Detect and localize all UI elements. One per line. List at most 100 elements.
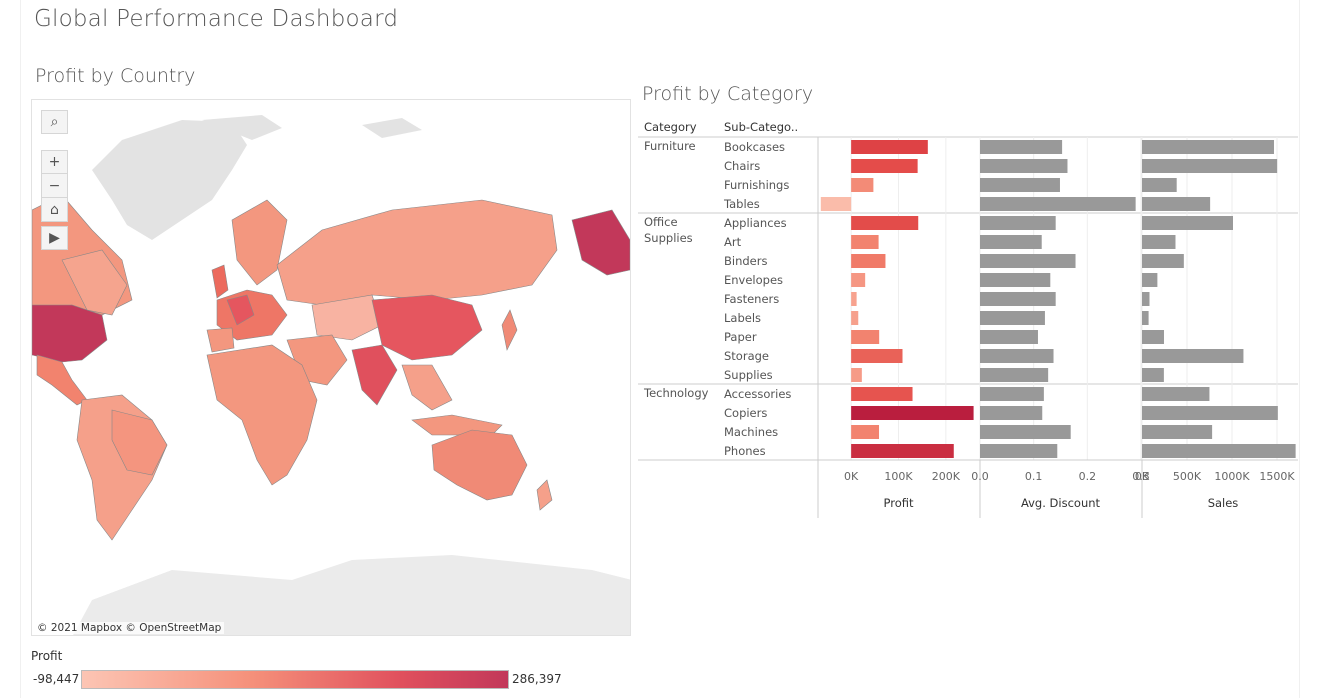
subcategory-label: Tables bbox=[723, 197, 760, 211]
bar-sales-art bbox=[1142, 235, 1176, 249]
axis-tick-label: 500K bbox=[1173, 470, 1202, 483]
central-asia bbox=[311, 294, 383, 341]
bar-profit-copiers bbox=[851, 406, 974, 420]
bar-sales-phones bbox=[1142, 444, 1296, 458]
axis-tick-label: 1500K bbox=[1259, 470, 1295, 483]
dashboard-title: Global Performance Dashboard bbox=[34, 6, 399, 32]
bar-profit-paper bbox=[851, 330, 880, 344]
bar-profit-storage bbox=[851, 349, 903, 363]
legend-max: 286,397 bbox=[512, 672, 562, 686]
bar-profit-machines bbox=[851, 425, 880, 439]
bar-avg-discount-appliances bbox=[980, 216, 1056, 230]
bar-sales-furnishings bbox=[1142, 178, 1177, 192]
axis-title: Sales bbox=[1208, 496, 1239, 510]
bar-profit-chairs bbox=[851, 159, 918, 173]
bar-profit-labels bbox=[851, 311, 859, 325]
map-attribution[interactable]: © 2021 Mapbox © OpenStreetMap bbox=[34, 622, 225, 634]
axis-title: Profit bbox=[884, 496, 914, 510]
bar-profit-accessories bbox=[851, 387, 913, 401]
france bbox=[226, 294, 255, 326]
axis-tick-label: 0K bbox=[1135, 470, 1150, 483]
group-label: Supplies bbox=[644, 231, 693, 245]
home-icon[interactable]: ⌂ bbox=[41, 198, 68, 222]
bar-sales-paper bbox=[1142, 330, 1164, 344]
group-label: Technology bbox=[643, 386, 709, 400]
subcategory-label: Copiers bbox=[724, 406, 767, 420]
zoom-in-button[interactable]: + bbox=[41, 150, 68, 174]
india bbox=[351, 344, 398, 406]
bar-profit-envelopes bbox=[851, 273, 866, 287]
bar-avg-discount-copiers bbox=[980, 406, 1043, 420]
play-icon[interactable]: ▶ bbox=[41, 226, 68, 250]
bar-profit-binders bbox=[851, 254, 886, 268]
subcategory-label: Supplies bbox=[724, 368, 773, 382]
scandinavia bbox=[231, 199, 288, 286]
subcategory-label: Storage bbox=[724, 349, 769, 363]
zoom-out-button[interactable]: − bbox=[41, 174, 68, 198]
subcategory-label: Phones bbox=[724, 444, 766, 458]
group-label: Office bbox=[644, 215, 678, 229]
bar-avg-discount-envelopes bbox=[980, 273, 1051, 287]
bar-avg-discount-fasteners bbox=[980, 292, 1056, 306]
bar-profit-furnishings bbox=[851, 178, 874, 192]
axis-tick-label: 100K bbox=[884, 470, 913, 483]
bar-profit-tables bbox=[820, 197, 852, 211]
legend-min: -98,447 bbox=[33, 672, 80, 686]
indonesia bbox=[411, 414, 503, 436]
world-map[interactable]: ⌕ + − ⌂ ▶ © 2021 Mapbox © OpenStreetMap bbox=[31, 99, 631, 636]
dashboard: Global Performance Dashboard Profit by C… bbox=[20, 0, 1305, 698]
bar-profit-bookcases bbox=[851, 140, 928, 154]
subcategory-label: Furnishings bbox=[724, 178, 789, 192]
arctic-islands bbox=[202, 115, 422, 140]
bar-avg-discount-chairs bbox=[980, 159, 1068, 173]
bar-avg-discount-art bbox=[980, 235, 1042, 249]
bar-profit-phones bbox=[851, 444, 954, 458]
legend-title: Profit bbox=[31, 649, 63, 663]
bar-profit-art bbox=[851, 235, 879, 249]
bar-profit-appliances bbox=[851, 216, 919, 230]
bar-profit-fasteners bbox=[851, 292, 857, 306]
bar-sales-supplies bbox=[1142, 368, 1164, 382]
quebec bbox=[61, 249, 128, 316]
subcategory-label: Machines bbox=[724, 425, 778, 439]
search-icon[interactable]: ⌕ bbox=[41, 110, 68, 134]
map-canvas[interactable] bbox=[32, 100, 631, 636]
alaska bbox=[571, 209, 630, 276]
bar-sales-envelopes bbox=[1142, 273, 1158, 287]
subcategory-label: Labels bbox=[724, 311, 761, 325]
southeast-asia bbox=[401, 364, 453, 411]
subcategory-label: Bookcases bbox=[724, 140, 785, 154]
axis-tick-label: 0.0 bbox=[971, 470, 989, 483]
axis-tick-label: 0K bbox=[844, 470, 859, 483]
bar-sales-fasteners bbox=[1142, 292, 1150, 306]
bar-sales-storage bbox=[1142, 349, 1244, 363]
bar-sales-accessories bbox=[1142, 387, 1210, 401]
axis-tick-label: 0.3 bbox=[1132, 470, 1150, 483]
china bbox=[371, 294, 483, 361]
brazil bbox=[111, 409, 168, 476]
russia bbox=[276, 199, 558, 306]
greenland bbox=[92, 120, 247, 240]
map-title: Profit by Country bbox=[35, 65, 196, 87]
axis-tick-label: 200K bbox=[932, 470, 961, 483]
uk bbox=[211, 264, 229, 299]
bar-sales-copiers bbox=[1142, 406, 1278, 420]
bar-avg-discount-bookcases bbox=[980, 140, 1063, 154]
usa bbox=[32, 304, 108, 363]
category-chart-svg[interactable]: Category Sub-Catego.. Furniture Office Suppl… bbox=[638, 118, 1305, 520]
australia bbox=[431, 429, 528, 501]
bar-avg-discount-supplies bbox=[980, 368, 1049, 382]
bar-avg-discount-machines bbox=[980, 425, 1071, 439]
bar-sales-appliances bbox=[1142, 216, 1233, 230]
mexico bbox=[36, 354, 88, 406]
legend-color-ramp bbox=[81, 670, 509, 689]
new-zealand bbox=[536, 479, 553, 511]
subcategory-label: Binders bbox=[724, 254, 767, 268]
bar-avg-discount-phones bbox=[980, 444, 1058, 458]
map-toolbar: ⌕ + − ⌂ ▶ bbox=[41, 110, 68, 250]
subcategory-label: Accessories bbox=[724, 387, 791, 401]
japan bbox=[501, 309, 518, 351]
zoom-controls: + − ⌂ ▶ bbox=[41, 150, 68, 250]
subcategory-label: Appliances bbox=[724, 216, 787, 230]
axis-tick-label: 1000K bbox=[1214, 470, 1250, 483]
